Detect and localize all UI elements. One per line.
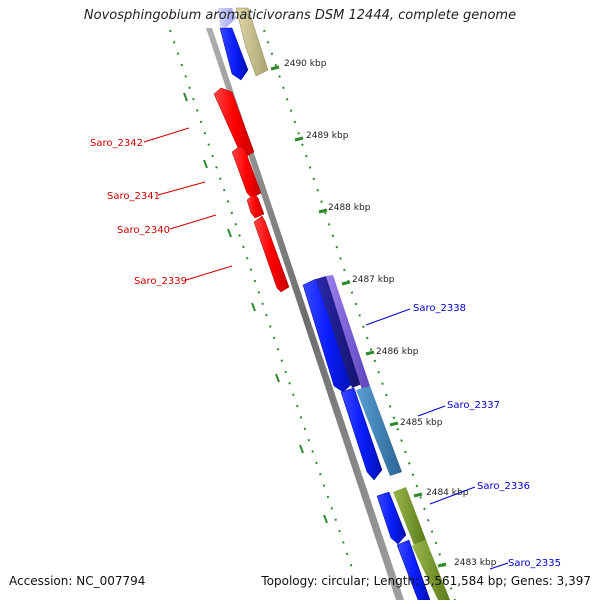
scale-tick-label: 2490 kbp	[284, 59, 327, 69]
genome-backbone	[206, 28, 404, 600]
scale-tick-label: 2489 kbp	[306, 131, 349, 141]
gene-label-saro-2339[interactable]: Saro_2339	[134, 276, 187, 287]
gene-saro-2338[interactable]	[302, 278, 353, 393]
gene-top-blue[interactable]	[219, 27, 249, 81]
scale-tick-label: 2484 kbp	[426, 488, 469, 498]
label-leaders-red	[143, 127, 233, 281]
gene-label-saro-2335[interactable]: Saro_2335	[508, 558, 561, 569]
scale-tick-label: 2483 kbp	[454, 558, 497, 568]
gene-saro-2338-purple[interactable]	[326, 275, 370, 390]
scale-ticks	[270, 65, 447, 568]
gene-label-saro-2340[interactable]: Saro_2340	[117, 225, 170, 236]
gene-saro-2335-olive[interactable]	[412, 540, 450, 600]
gene-saro-2341[interactable]	[231, 145, 262, 199]
genome-title: Novosphingobium aromaticivorans DSM 1244…	[83, 8, 517, 23]
gene-saro-2336-olive[interactable]	[393, 487, 426, 545]
gene-label-saro-2338[interactable]: Saro_2338	[413, 303, 466, 314]
gene-saro-2340[interactable]	[246, 193, 265, 219]
gene-saro-2339[interactable]	[253, 215, 290, 293]
gene-saro-2337[interactable]	[340, 387, 383, 481]
scale-tick-label: 2487 kbp	[352, 275, 395, 285]
label-leaders-blue	[365, 308, 509, 570]
scale-tick-label: 2485 kbp	[400, 418, 443, 428]
gene-saro-2338-navy[interactable]	[316, 276, 362, 388]
gene-saro-2336[interactable]	[376, 491, 407, 545]
topology-text: Topology: circular; Length: 3,561,584 bp…	[261, 574, 591, 588]
scale-tick-label: 2486 kbp	[376, 347, 419, 357]
gene-label-saro-2337[interactable]: Saro_2337	[447, 400, 500, 411]
gene-label-saro-2341[interactable]: Saro_2341	[107, 191, 160, 202]
gene-top-khaki[interactable]	[235, 7, 269, 77]
gene-saro-2337-steel[interactable]	[356, 386, 402, 476]
gene-label-saro-2336[interactable]: Saro_2336	[477, 481, 530, 492]
outer-dotted-ring-right	[263, 29, 456, 601]
gene-saro-2342[interactable]	[213, 87, 255, 158]
accession-text: Accession: NC_007794	[9, 574, 146, 588]
left-ring-marks	[183, 92, 328, 524]
scale-tick-label: 2488 kbp	[328, 203, 371, 213]
gene-label-saro-2342[interactable]: Saro_2342	[90, 138, 143, 149]
gene-top-lavender[interactable]	[218, 8, 236, 28]
